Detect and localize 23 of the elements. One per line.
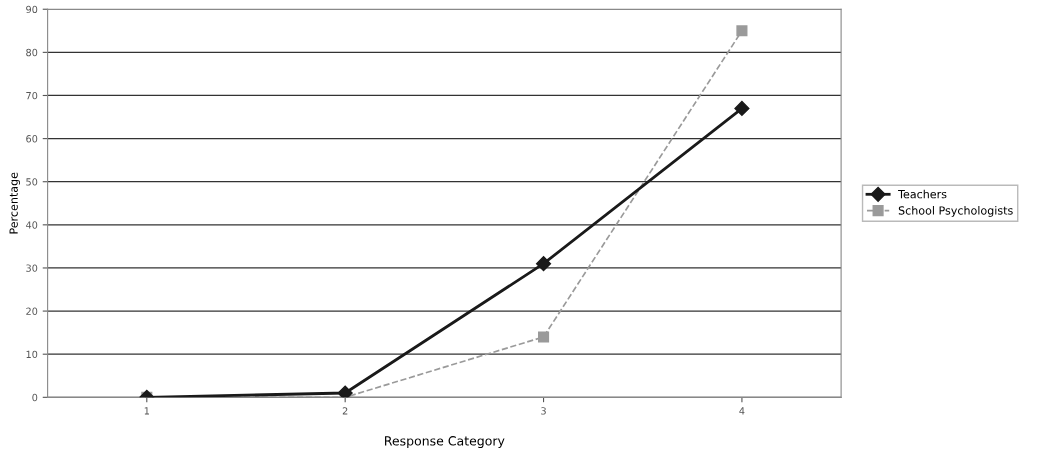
y-tick-label: 80 [26,48,38,57]
x-tick-label: 2 [342,407,348,415]
y-tick-label: 40 [25,221,38,229]
y-tick-label: 50 [26,178,38,186]
x-tick-label: 1 [144,407,149,415]
x-tick-label: 3 [541,407,546,415]
point [736,25,748,37]
point [734,100,750,116]
legend-label: Teachers [898,189,947,199]
point [537,331,550,343]
legend-label: School Psychologists [898,206,1013,217]
point [337,385,353,398]
y-tick-label: 10 [26,350,38,359]
y-tick-label: 20 [26,307,38,315]
y-tick-label: 70 [26,91,38,100]
x-axis-title: Response Category [385,436,505,448]
y-tick-label: 60 [26,135,38,143]
y-tick-label: 90 [26,5,38,14]
y-tick-label: 30 [26,264,38,272]
point [535,256,552,272]
y-axis-title: Percentage [9,172,20,234]
y-tick-label: 0 [32,393,38,402]
x-tick-label: 4 [739,407,745,415]
